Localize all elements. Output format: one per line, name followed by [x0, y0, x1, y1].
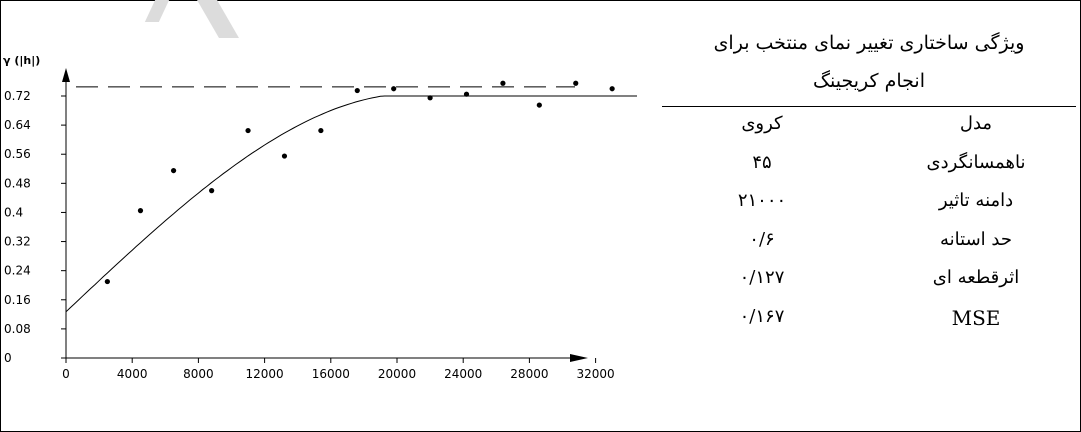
x-tick-label: 4000 [117, 367, 148, 381]
x-tick-label: 20000 [378, 367, 416, 381]
param-name: ناهمسانگردی [926, 151, 1026, 173]
table-row: دامنه تاثیر ۲۱۰۰۰ [662, 184, 1076, 223]
data-point [137, 208, 144, 214]
param-name: حد استانه [940, 228, 1012, 250]
y-tick-label: 0.24 [4, 264, 31, 278]
data-point [245, 127, 251, 134]
y-tick-label: 0.72 [4, 89, 31, 103]
y-tick-label: 0.4 [4, 205, 23, 219]
x-tick-label: 16000 [312, 367, 350, 381]
y-axis-label: γ (|h|) [3, 54, 40, 67]
data-point [536, 102, 542, 108]
x-tick-label: 32000 [577, 367, 615, 381]
table-divider [662, 106, 1076, 107]
data-point [104, 278, 110, 285]
x-tick-label: 0 [62, 367, 70, 381]
y-tick-label: 0.64 [4, 118, 31, 132]
param-value: کروی [741, 113, 783, 134]
param-name: MSE [951, 305, 1001, 330]
data-point [281, 153, 288, 159]
data-point [609, 86, 615, 92]
param-value: ۰/۱۲۷ [739, 267, 785, 288]
param-name: دامنه تاثیر [938, 190, 1014, 211]
x-tick-label: 28000 [510, 367, 548, 381]
x-axis-arrow [570, 354, 588, 362]
param-value: ۴۵ [752, 151, 772, 173]
x-tick-label: 8000 [183, 367, 214, 381]
data-point [318, 127, 324, 134]
variogram-chart: γ (|h|) 0 4000 8000 12000 16000 20000 24000 280… [3, 54, 637, 381]
param-value: ۲۱۰۰۰ [737, 190, 787, 211]
y-tick-label: 0.48 [4, 176, 31, 190]
table-title-line2: انجام کریجینگ [813, 70, 925, 92]
y-tick-label: 0.56 [4, 147, 31, 161]
data-point [463, 91, 470, 97]
table-row: حد استانه ۰/۶ [662, 223, 1076, 262]
table-row: مدل کروی [662, 107, 1076, 146]
y-tick-label: 0.08 [4, 322, 31, 336]
param-name: مدل [959, 113, 993, 134]
table-row: MSE ۰/۱۶۷ [662, 300, 1076, 339]
y-axis-arrow [62, 68, 70, 82]
model-curve [65, 95, 637, 313]
param-value: ۰/۶ [749, 228, 775, 250]
variogram-parameters-table: ویژگی ساختاری تغییر نمای منتخب برای انجا… [662, 24, 1076, 338]
table-row: ناهمسانگردی ۴۵ [662, 146, 1076, 185]
y-tick-label: 0.32 [4, 235, 31, 249]
data-point [354, 87, 360, 94]
data-point [573, 80, 579, 86]
x-tick-label: 24000 [444, 367, 482, 381]
data-point [391, 86, 397, 92]
data-point [500, 80, 506, 86]
table-title-line1: ویژگی ساختاری تغییر نمای منتخب برای [713, 32, 1025, 54]
data-point [170, 167, 177, 174]
data-point [427, 95, 433, 101]
param-value: ۰/۱۶۷ [739, 305, 785, 327]
param-name: اثرقطعه ای [932, 267, 1020, 288]
table-row: اثرقطعه ای ۰/۱۲۷ [662, 261, 1076, 300]
x-tick-label: 12000 [246, 367, 284, 381]
y-tick-label: 0.16 [4, 293, 31, 307]
y-tick-label: 0 [4, 351, 12, 365]
data-point [209, 188, 215, 194]
